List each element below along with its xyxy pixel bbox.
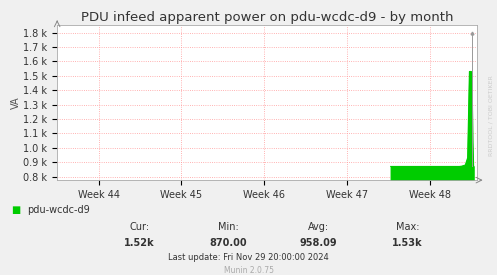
Text: Last update: Fri Nov 29 20:00:00 2024: Last update: Fri Nov 29 20:00:00 2024 (168, 253, 329, 262)
Title: PDU infeed apparent power on pdu-wcdc-d9 - by month: PDU infeed apparent power on pdu-wcdc-d9… (81, 10, 453, 24)
Text: Min:: Min: (218, 222, 239, 232)
Text: 1.53k: 1.53k (392, 238, 423, 248)
Y-axis label: VA: VA (10, 96, 20, 109)
Text: Cur:: Cur: (129, 222, 149, 232)
Text: ■: ■ (11, 205, 20, 215)
Text: pdu-wcdc-d9: pdu-wcdc-d9 (27, 205, 90, 215)
Text: Avg:: Avg: (308, 222, 329, 232)
Text: Max:: Max: (396, 222, 419, 232)
Text: Munin 2.0.75: Munin 2.0.75 (224, 266, 273, 274)
Text: 1.52k: 1.52k (124, 238, 155, 248)
Text: 958.09: 958.09 (299, 238, 337, 248)
Text: 870.00: 870.00 (210, 238, 248, 248)
Text: RRDTOOL / TOBI OETIKER: RRDTOOL / TOBI OETIKER (488, 75, 493, 156)
